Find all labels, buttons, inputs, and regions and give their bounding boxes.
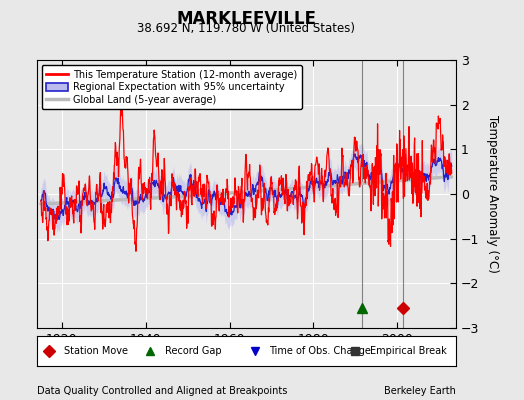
Text: 38.692 N, 119.780 W (United States): 38.692 N, 119.780 W (United States) <box>137 22 355 35</box>
Text: Data Quality Controlled and Aligned at Breakpoints: Data Quality Controlled and Aligned at B… <box>37 386 287 396</box>
Y-axis label: Temperature Anomaly (°C): Temperature Anomaly (°C) <box>486 115 498 273</box>
Text: MARKLEEVILLE: MARKLEEVILLE <box>176 10 316 28</box>
Legend: This Temperature Station (12-month average), Regional Expectation with 95% uncer: This Temperature Station (12-month avera… <box>41 65 302 110</box>
Text: Empirical Break: Empirical Break <box>370 346 446 356</box>
Text: Record Gap: Record Gap <box>165 346 221 356</box>
Text: Time of Obs. Change: Time of Obs. Change <box>269 346 371 356</box>
Text: Berkeley Earth: Berkeley Earth <box>384 386 456 396</box>
Text: Station Move: Station Move <box>64 346 128 356</box>
